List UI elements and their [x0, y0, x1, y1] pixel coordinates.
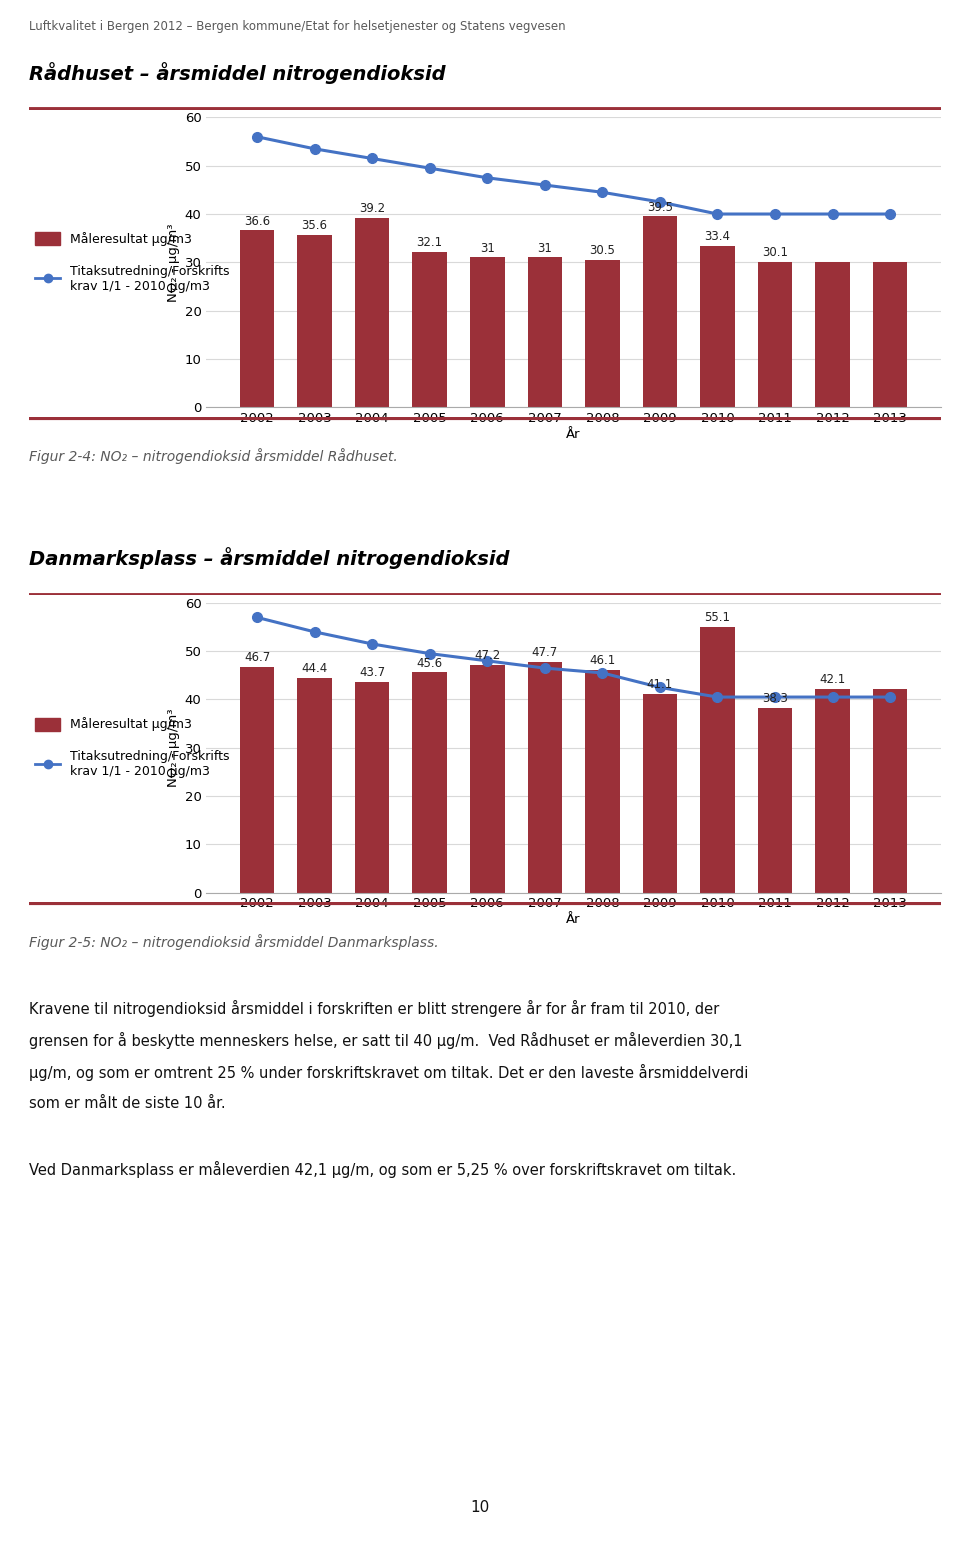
Legend: Måleresultat µg/m3, Titaksutredning/Forskrifts
krav 1/1 - 2010 µg/m3: Måleresultat µg/m3, Titaksutredning/Fors…	[36, 717, 229, 778]
Bar	[470, 257, 505, 407]
Text: Figur 2-4: NO₂ – nitrogendioksid årsmiddel Rådhuset.: Figur 2-4: NO₂ – nitrogendioksid årsmidd…	[29, 448, 397, 465]
Text: Figur 2-5: NO₂ – nitrogendioksid årsmiddel Danmarksplass.: Figur 2-5: NO₂ – nitrogendioksid årsmidd…	[29, 933, 439, 951]
Bar	[873, 262, 907, 407]
Text: 30.1: 30.1	[762, 246, 788, 258]
Bar	[240, 667, 275, 893]
Bar	[470, 664, 505, 893]
Bar	[528, 257, 563, 407]
Text: 38.3: 38.3	[762, 692, 788, 705]
Text: Ved Danmarksplass er måleverdien 42,1 µg/m, og som er 5,25 % over forskriftskrav: Ved Danmarksplass er måleverdien 42,1 µg…	[29, 1160, 736, 1178]
Bar	[757, 262, 792, 407]
Text: Luftkvalitet i Bergen 2012 – Bergen kommune/Etat for helsetjenester og Statens v: Luftkvalitet i Bergen 2012 – Bergen komm…	[29, 20, 565, 33]
Bar	[413, 672, 447, 893]
Text: 45.6: 45.6	[417, 656, 443, 670]
Text: 41.1: 41.1	[647, 678, 673, 691]
Bar	[528, 662, 563, 893]
Text: 30.5: 30.5	[589, 244, 615, 257]
X-axis label: År: År	[566, 913, 581, 926]
X-axis label: År: År	[566, 428, 581, 440]
Bar	[298, 235, 332, 407]
Text: Kravene til nitrogendioksid årsmiddel i forskriften er blitt strengere år for år: Kravene til nitrogendioksid årsmiddel i …	[29, 1001, 719, 1016]
Text: grensen for å beskytte menneskers helse, er satt til 40 µg/m.  Ved Rådhuset er m: grensen for å beskytte menneskers helse,…	[29, 1032, 742, 1049]
Text: 46.1: 46.1	[589, 655, 615, 667]
Bar	[815, 689, 850, 893]
Text: 46.7: 46.7	[244, 651, 270, 664]
Y-axis label: NO₂ - µg/m³: NO₂ - µg/m³	[167, 708, 180, 788]
Bar	[642, 216, 677, 407]
Bar	[585, 670, 619, 893]
Bar	[700, 626, 734, 893]
Text: Danmarksplass – årsmiddel nitrogendioksid: Danmarksplass – årsmiddel nitrogendioksi…	[29, 548, 510, 570]
Y-axis label: NO₂ - µg/m³: NO₂ - µg/m³	[167, 222, 180, 302]
Bar	[413, 252, 447, 407]
Text: 39.2: 39.2	[359, 202, 385, 215]
Text: 43.7: 43.7	[359, 666, 385, 678]
Bar	[355, 681, 390, 893]
Text: 31: 31	[538, 241, 552, 255]
Bar	[585, 260, 619, 407]
Bar	[873, 689, 907, 893]
Text: 47.2: 47.2	[474, 648, 500, 662]
Text: 32.1: 32.1	[417, 236, 443, 249]
Text: 55.1: 55.1	[705, 611, 731, 623]
Bar	[240, 230, 275, 407]
Text: 33.4: 33.4	[705, 230, 731, 243]
Bar	[700, 246, 734, 407]
Bar	[815, 262, 850, 407]
Text: µg/m, og som er omtrent 25 % under forskriftskravet om tiltak. Det er den lavest: µg/m, og som er omtrent 25 % under forsk…	[29, 1065, 748, 1081]
Bar	[757, 708, 792, 893]
Bar	[355, 218, 390, 407]
Text: 10: 10	[470, 1500, 490, 1514]
Text: 35.6: 35.6	[301, 219, 327, 232]
Text: 36.6: 36.6	[244, 215, 270, 227]
Text: 47.7: 47.7	[532, 647, 558, 659]
Text: 31: 31	[480, 241, 494, 255]
Bar	[298, 678, 332, 893]
Text: 39.5: 39.5	[647, 200, 673, 213]
Legend: Måleresultat µg/m3, Titaksutredning/Forskrifts
krav 1/1 - 2010 µg/m3: Måleresultat µg/m3, Titaksutredning/Fors…	[36, 232, 229, 293]
Text: som er målt de siste 10 år.: som er målt de siste 10 år.	[29, 1096, 226, 1112]
Text: 44.4: 44.4	[301, 662, 327, 675]
Text: Rådhuset – årsmiddel nitrogendioksid: Rådhuset – årsmiddel nitrogendioksid	[29, 63, 445, 85]
Bar	[642, 694, 677, 893]
Text: 42.1: 42.1	[820, 673, 846, 686]
